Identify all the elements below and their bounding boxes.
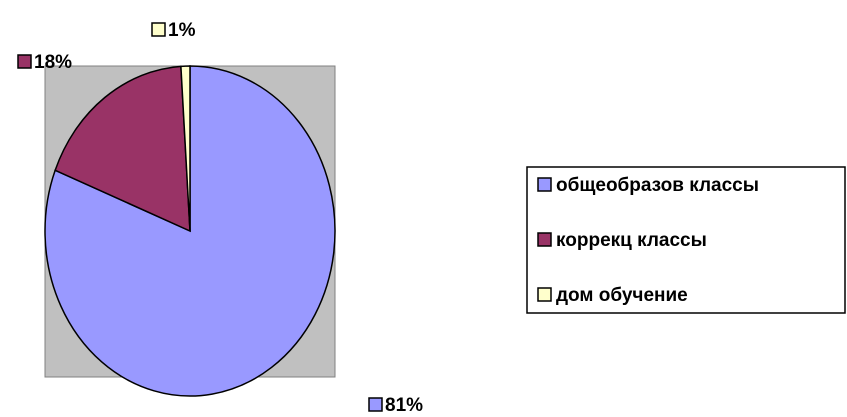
legend-key [537,232,552,247]
legend-label: коррекц классы [556,230,707,251]
data-label: 81% [385,395,423,416]
legend-key [537,177,552,192]
data-label: 1% [168,20,196,41]
label-key [17,54,32,69]
data-label: 18% [34,52,72,73]
legend-box [526,166,846,314]
legend-label: общеобразов классы [556,175,759,196]
label-key [151,22,166,37]
legend-label: дом обучение [556,285,688,306]
legend-key [537,287,552,302]
pie-slice [44,65,336,397]
label-key [368,397,383,412]
pie-slice [54,65,191,233]
pie-slice [180,65,191,232]
